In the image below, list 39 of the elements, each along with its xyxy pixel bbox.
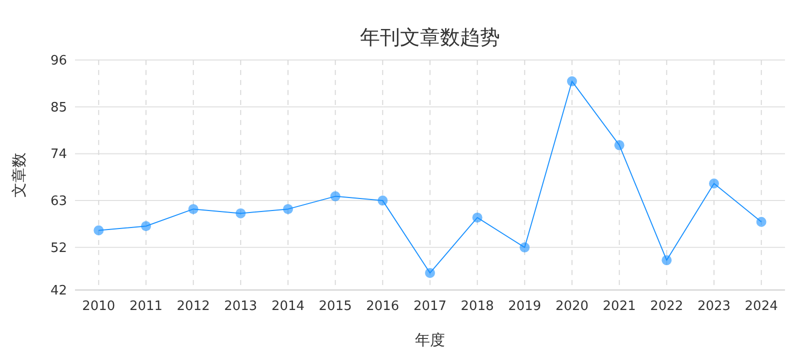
- x-tick-label: 2017: [413, 299, 447, 314]
- x-axis-title: 年度: [415, 331, 445, 349]
- x-tick-label: 2018: [460, 299, 494, 314]
- x-tick-label: 2016: [366, 299, 400, 314]
- x-tick-label: 2011: [129, 299, 163, 314]
- point: [756, 216, 766, 227]
- point: [520, 242, 530, 252]
- x-tick-label: 2012: [176, 299, 210, 314]
- chart-title: 年刊文章数趋势: [360, 25, 500, 49]
- point: [283, 204, 293, 214]
- y-tick-label: 42: [50, 284, 67, 298]
- point: [94, 225, 104, 236]
- x-tick-label: 2015: [318, 299, 352, 314]
- x-tick-label: 2023: [697, 299, 731, 314]
- point: [614, 140, 624, 150]
- x-tick-label: 2013: [224, 299, 258, 314]
- x-tick-label: 2022: [650, 299, 684, 314]
- point: [662, 255, 672, 266]
- point: [236, 208, 246, 218]
- point: [188, 204, 198, 214]
- point: [378, 196, 388, 206]
- y-tick-label: 52: [50, 240, 67, 256]
- point: [709, 178, 719, 189]
- point: [141, 221, 151, 232]
- x-tick-label: 2010: [82, 299, 116, 314]
- y-tick-label: 96: [50, 54, 67, 68]
- point: [567, 76, 577, 86]
- y-tick-label: 63: [50, 194, 67, 210]
- point: [330, 191, 340, 202]
- point: [425, 268, 435, 278]
- x-tick-label: 2024: [744, 299, 778, 314]
- x-tick-label: 2021: [602, 299, 636, 314]
- x-tick-label: 2019: [508, 299, 542, 314]
- y-tick-label: 74: [50, 147, 67, 162]
- point: [472, 212, 482, 223]
- y-tick-label: 85: [50, 100, 67, 116]
- x-tick-label: 2020: [555, 299, 589, 314]
- x-tick-label: 2014: [271, 299, 305, 314]
- y-axis-title: 文章数: [10, 152, 28, 198]
